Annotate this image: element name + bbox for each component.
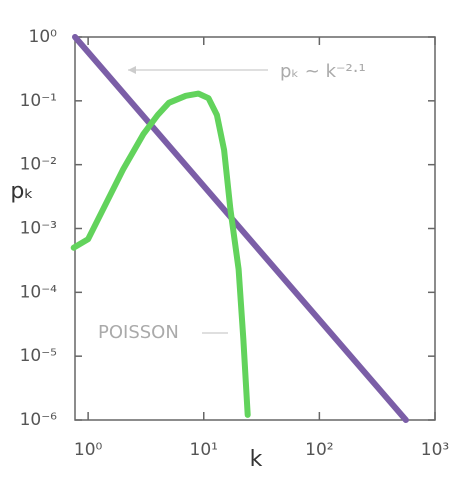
y-tick-label: 10⁻³ [20, 219, 57, 239]
y-tick-label: 10⁻² [20, 155, 57, 175]
x-tick-label: 10⁰ [74, 440, 103, 460]
x-axis-label: k [250, 447, 263, 472]
y-tick-label: 10⁻⁴ [20, 282, 58, 302]
annotation: pₖ ~ k⁻²·¹ [280, 61, 366, 82]
x-tick-label: 10² [305, 440, 333, 460]
y-tick-label: 10⁻¹ [20, 91, 57, 111]
x-tick-label: 10¹ [190, 440, 218, 460]
y-axis-label: pₖ [10, 179, 33, 204]
y-tick-label: 10⁰ [29, 27, 58, 47]
x-tick-label: 10³ [421, 440, 449, 460]
line-series [70, 90, 251, 418]
y-tick-label: 10⁻⁵ [20, 346, 57, 366]
arrow-head [128, 66, 136, 74]
line-series [72, 34, 409, 423]
y-tick-label: 10⁻⁶ [20, 410, 58, 430]
plot-frame [74, 36, 436, 421]
annotation: POISSON [98, 322, 179, 343]
